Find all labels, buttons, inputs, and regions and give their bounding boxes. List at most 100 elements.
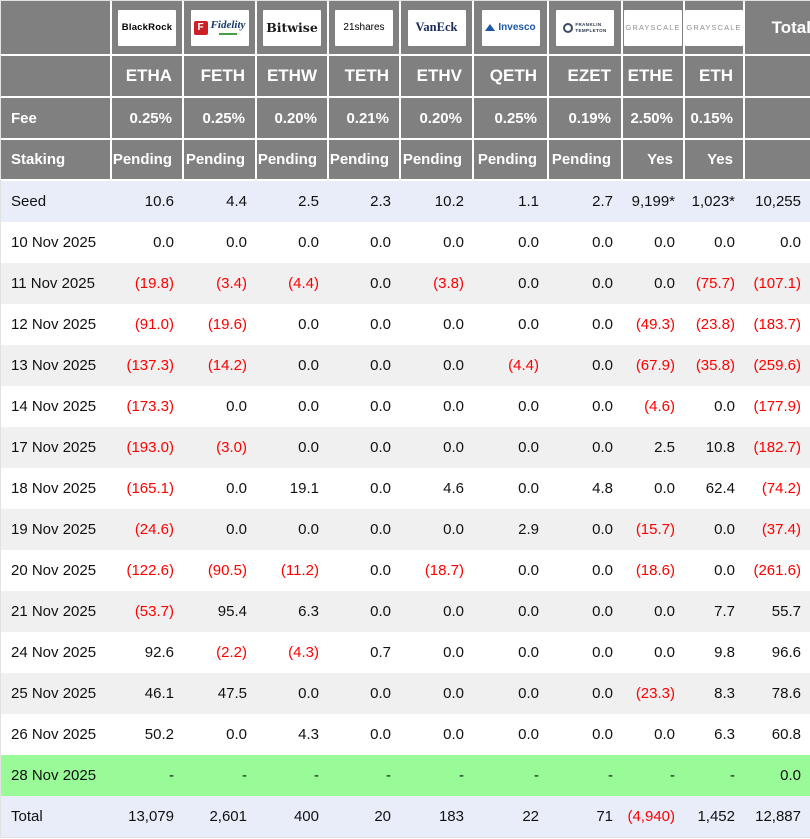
row-label: 19 Nov 2025 <box>1 509 112 550</box>
value-cell: 0.0 <box>474 550 549 591</box>
value-cell: (23.8) <box>685 304 745 345</box>
value-cell: 400 <box>257 796 329 837</box>
provider-cell-invesco: Invesco <box>474 1 549 56</box>
value-cell: - <box>401 755 474 796</box>
provider-cell-fidelity: F Fidelity <box>184 1 257 56</box>
value-cell: 0.0 <box>401 591 474 632</box>
value-cell: (183.7) <box>745 304 810 345</box>
provider-cell-blackrock: BlackRock <box>112 1 184 56</box>
provider-cell-franklin: FRANKLIN TEMPLETON <box>549 1 623 56</box>
row-label: Total <box>1 796 112 837</box>
franklin-templeton-logo: FRANKLIN TEMPLETON <box>556 9 614 46</box>
grayscale-logo-text: GRAYSCALE <box>625 23 681 32</box>
value-cell: (14.2) <box>184 345 257 386</box>
staking-ethv: Pending <box>401 140 474 181</box>
value-cell: 1,023* <box>685 181 745 222</box>
ticker-row-label <box>1 56 112 98</box>
value-cell: 0.0 <box>549 345 623 386</box>
value-cell: (261.6) <box>745 550 810 591</box>
value-cell: (67.9) <box>623 345 685 386</box>
invesco-logo: Invesco <box>481 9 540 46</box>
value-cell: 1.1 <box>474 181 549 222</box>
franklin-logo-text-line2: TEMPLETON <box>575 27 607 33</box>
bitwise-logo: Bitwise <box>263 9 321 46</box>
value-cell: 6.3 <box>685 714 745 755</box>
value-cell: (107.1) <box>745 263 810 304</box>
value-cell: (90.5) <box>184 550 257 591</box>
fidelity-green-underline <box>218 33 237 35</box>
provider-cell-vaneck: VanEck <box>401 1 474 56</box>
staking-row: Staking Pending Pending Pending Pending … <box>1 140 810 181</box>
fee-etha: 0.25% <box>112 98 184 140</box>
value-cell: 0.0 <box>549 263 623 304</box>
value-cell: - <box>623 755 685 796</box>
value-cell: 46.1 <box>112 673 184 714</box>
ticker-eth: ETH <box>685 56 745 98</box>
value-cell: 8.3 <box>685 673 745 714</box>
table-row: 11 Nov 2025 (19.8) (3.4) (4.4) 0.0 (3.8) 0.0 0.… <box>1 263 810 304</box>
value-cell: (91.0) <box>112 304 184 345</box>
value-cell: 0.0 <box>549 222 623 263</box>
value-cell: (3.0) <box>184 427 257 468</box>
value-cell: 0.0 <box>257 386 329 427</box>
value-cell: 0.0 <box>401 345 474 386</box>
value-cell: - <box>184 755 257 796</box>
value-cell: 0.0 <box>685 550 745 591</box>
ticker-feth: FETH <box>184 56 257 98</box>
row-label: 28 Nov 2025 <box>1 755 112 796</box>
grayscale-logo: GRAYSCALE <box>624 9 682 46</box>
value-cell: 0.0 <box>474 632 549 673</box>
value-cell: 50.2 <box>112 714 184 755</box>
row-label: 20 Nov 2025 <box>1 550 112 591</box>
value-cell: 0.0 <box>745 755 810 796</box>
value-cell: 4.6 <box>401 468 474 509</box>
value-cell: 0.0 <box>329 345 401 386</box>
staking-qeth: Pending <box>474 140 549 181</box>
value-cell: 0.0 <box>623 591 685 632</box>
fee-eth: 0.15% <box>685 98 745 140</box>
vaneck-logo-text: VanEck <box>415 20 458 34</box>
table-row: 18 Nov 2025 (165.1) 0.0 19.1 0.0 4.6 0.0 4.8 0.0… <box>1 468 810 509</box>
table-row: 28 Nov 2025- - - - - - - - -0.0 <box>1 755 810 796</box>
staking-ezet: Pending <box>549 140 623 181</box>
invesco-logo-text: Invesco <box>498 22 536 33</box>
value-cell: 0.0 <box>474 222 549 263</box>
value-cell: 4.3 <box>257 714 329 755</box>
value-cell: (4.4) <box>257 263 329 304</box>
value-cell: 92.6 <box>112 632 184 673</box>
value-cell: - <box>112 755 184 796</box>
value-cell: (4.4) <box>474 345 549 386</box>
value-cell: (19.6) <box>184 304 257 345</box>
staking-eth: Yes <box>685 140 745 181</box>
value-cell: 0.0 <box>474 427 549 468</box>
value-cell: (74.2) <box>745 468 810 509</box>
value-cell: (2.2) <box>184 632 257 673</box>
value-cell: (165.1) <box>112 468 184 509</box>
fee-row-label: Fee <box>1 98 112 140</box>
blackrock-logo-text: BlackRock <box>121 22 173 33</box>
value-cell: 0.0 <box>474 263 549 304</box>
value-cell: (23.3) <box>623 673 685 714</box>
value-cell: 9,199* <box>623 181 685 222</box>
provider-cell-bitwise: Bitwise <box>257 1 329 56</box>
value-cell: 0.0 <box>257 509 329 550</box>
value-cell: 0.0 <box>549 386 623 427</box>
value-cell: 2.3 <box>329 181 401 222</box>
grayscale-mini-logo-text: GRAYSCALE <box>686 23 742 32</box>
value-cell: 0.0 <box>549 673 623 714</box>
value-cell: (3.8) <box>401 263 474 304</box>
value-cell: 19.1 <box>257 468 329 509</box>
table-row: 26 Nov 2025 50.2 0.0 4.3 0.0 0.0 0.0 0.0 0.0 6.3 6… <box>1 714 810 755</box>
value-cell: 95.4 <box>184 591 257 632</box>
ticker-qeth: QETH <box>474 56 549 98</box>
table-row: 19 Nov 2025 (24.6) 0.0 0.0 0.0 0.0 2.9 0.0 (15.7… <box>1 509 810 550</box>
value-cell: 0.0 <box>329 263 401 304</box>
franklin-circle-icon <box>563 22 574 33</box>
value-cell: 0.0 <box>474 673 549 714</box>
row-label: 17 Nov 2025 <box>1 427 112 468</box>
value-cell: 0.0 <box>745 222 810 263</box>
provider-cell-grayscale-ethe: GRAYSCALE <box>623 1 685 56</box>
value-cell: (259.6) <box>745 345 810 386</box>
value-cell: 0.0 <box>549 714 623 755</box>
